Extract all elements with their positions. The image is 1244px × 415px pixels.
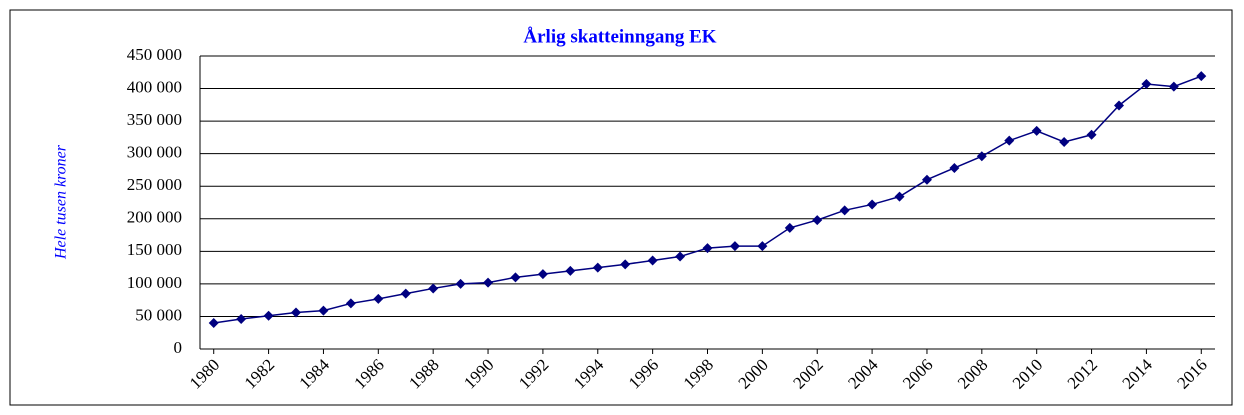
- y-tick-label: 100 000: [127, 273, 182, 292]
- y-tick-label: 0: [174, 338, 183, 357]
- data-point: [620, 259, 631, 270]
- data-point: [1113, 100, 1124, 111]
- data-point: [867, 199, 878, 210]
- data-point: [812, 215, 823, 226]
- data-point: [1059, 136, 1070, 147]
- data-point: [1086, 129, 1097, 140]
- data-point: [208, 317, 219, 328]
- data-point: [263, 310, 274, 321]
- data-point: [345, 298, 356, 309]
- y-axis-label: Hele tusen kroner: [53, 144, 70, 260]
- data-point: [729, 241, 740, 252]
- data-point: [1004, 135, 1015, 146]
- data-point: [455, 278, 466, 289]
- data-point: [291, 307, 302, 318]
- data-point: [976, 151, 987, 162]
- data-point: [236, 314, 247, 325]
- data-point: [839, 205, 850, 216]
- data-point: [1031, 125, 1042, 136]
- y-tick-label: 400 000: [127, 77, 182, 96]
- data-point: [483, 277, 494, 288]
- y-tick-label: 250 000: [127, 175, 182, 194]
- data-point: [921, 174, 932, 185]
- data-point: [318, 305, 329, 316]
- y-tick-label: 450 000: [127, 45, 182, 64]
- data-point: [400, 288, 411, 299]
- y-tick-label: 50 000: [135, 305, 182, 324]
- y-tick-label: 150 000: [127, 240, 182, 259]
- data-point: [592, 262, 603, 273]
- data-point: [784, 222, 795, 233]
- data-point: [537, 269, 548, 280]
- data-point: [757, 241, 768, 252]
- data-point: [949, 162, 960, 173]
- y-tick-label: 350 000: [127, 110, 182, 129]
- data-point: [702, 243, 713, 254]
- data-point: [1141, 78, 1152, 89]
- data-point: [510, 272, 521, 283]
- chart-title: Årlig skatteinngang EK: [523, 26, 716, 47]
- data-point: [894, 191, 905, 202]
- data-point: [675, 251, 686, 262]
- data-point: [1168, 81, 1179, 92]
- y-tick-label: 300 000: [127, 143, 182, 162]
- y-tick-label: 200 000: [127, 208, 182, 227]
- data-point: [1196, 71, 1207, 82]
- data-point: [428, 283, 439, 294]
- data-point: [373, 293, 384, 304]
- data-point: [647, 255, 658, 266]
- data-point: [565, 265, 576, 276]
- chart-border: [9, 9, 1233, 406]
